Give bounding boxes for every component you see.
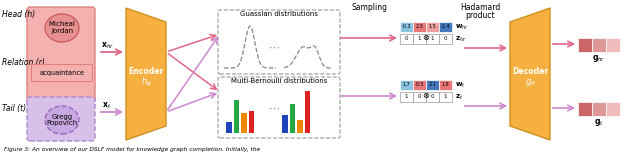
Text: acquaintance: acquaintance: [40, 70, 84, 76]
FancyBboxPatch shape: [27, 97, 95, 141]
Bar: [606, 102, 620, 116]
Text: 2.1: 2.1: [429, 83, 436, 88]
FancyBboxPatch shape: [218, 10, 340, 74]
Text: $\mathbf{z}_t$: $\mathbf{z}_t$: [455, 92, 463, 102]
Bar: [426, 92, 439, 102]
Bar: [439, 34, 452, 44]
Bar: [426, 34, 439, 44]
Text: -0.3: -0.3: [402, 24, 412, 29]
Bar: [426, 80, 439, 90]
Text: 0: 0: [444, 37, 447, 41]
Text: Multi-Bernoulli distributions: Multi-Bernoulli distributions: [231, 78, 327, 84]
Text: -0.5: -0.5: [415, 83, 424, 88]
Text: Figure 3: An overview of our DSLF model for knowledge graph completion. Initiall: Figure 3: An overview of our DSLF model …: [4, 147, 260, 152]
Bar: [297, 120, 303, 133]
Bar: [282, 115, 287, 133]
Text: Tail (t): Tail (t): [2, 103, 26, 112]
Polygon shape: [510, 8, 550, 140]
Text: Gregg
Popovich: Gregg Popovich: [46, 114, 77, 127]
Text: Hadamard: Hadamard: [460, 3, 500, 12]
Text: $\cdots$: $\cdots$: [268, 103, 280, 113]
FancyBboxPatch shape: [27, 7, 95, 103]
Text: 0: 0: [418, 95, 421, 100]
Text: $\otimes$: $\otimes$: [422, 91, 430, 100]
Bar: [606, 38, 620, 52]
Text: Sampling: Sampling: [352, 3, 388, 12]
Bar: [413, 34, 426, 44]
Bar: [439, 92, 452, 102]
Text: 1: 1: [431, 37, 435, 41]
Bar: [289, 104, 295, 133]
Text: Encoder: Encoder: [129, 68, 164, 76]
Text: $h_\phi$: $h_\phi$: [141, 76, 152, 89]
FancyBboxPatch shape: [218, 77, 340, 138]
Bar: [400, 80, 413, 90]
FancyBboxPatch shape: [31, 64, 93, 81]
Text: -1.4: -1.4: [441, 24, 451, 29]
Polygon shape: [126, 8, 166, 140]
Text: Head (h): Head (h): [2, 10, 35, 19]
Ellipse shape: [45, 14, 79, 42]
Text: $\mathbf{z}_{hr}$: $\mathbf{z}_{hr}$: [455, 34, 467, 44]
Bar: [426, 22, 439, 32]
Bar: [413, 80, 426, 90]
Text: Relation (r): Relation (r): [2, 58, 45, 66]
Text: 0: 0: [431, 95, 435, 100]
Text: $\mathbf{g}_{hr}$: $\mathbf{g}_{hr}$: [592, 53, 605, 63]
Bar: [413, 22, 426, 32]
Text: Decoder: Decoder: [512, 68, 548, 76]
Text: 1: 1: [418, 37, 421, 41]
Bar: [400, 34, 413, 44]
Text: 1.5: 1.5: [429, 24, 436, 29]
Text: $g_\theta$: $g_\theta$: [525, 76, 536, 88]
Bar: [578, 102, 592, 116]
Text: $\otimes$: $\otimes$: [422, 33, 430, 42]
Text: product: product: [465, 10, 495, 20]
Text: $\mathbf{x}_t$: $\mathbf{x}_t$: [102, 101, 111, 111]
Bar: [439, 22, 452, 32]
Text: 1.9: 1.9: [442, 83, 449, 88]
Bar: [400, 92, 413, 102]
Bar: [400, 22, 413, 32]
Text: 0: 0: [404, 37, 408, 41]
Text: $\cdots$: $\cdots$: [268, 42, 280, 52]
Text: $\mathbf{w}_t$: $\mathbf{w}_t$: [455, 80, 465, 90]
Text: 1: 1: [444, 95, 447, 100]
Text: 1: 1: [404, 95, 408, 100]
Text: 2.3: 2.3: [415, 24, 424, 29]
Bar: [248, 111, 254, 133]
Bar: [578, 38, 592, 52]
Text: $\mathbf{w}_{hr}$: $\mathbf{w}_{hr}$: [455, 22, 469, 32]
Bar: [592, 102, 606, 116]
Bar: [305, 91, 310, 133]
Bar: [413, 92, 426, 102]
Text: Micheal
Jordan: Micheal Jordan: [49, 22, 76, 34]
Text: $\mathbf{x}_{hr}$: $\mathbf{x}_{hr}$: [100, 41, 113, 51]
Bar: [592, 38, 606, 52]
Bar: [439, 80, 452, 90]
Ellipse shape: [45, 106, 79, 134]
Bar: [226, 122, 232, 133]
Text: $\mathbf{g}_t$: $\mathbf{g}_t$: [594, 117, 604, 127]
Text: 1.7: 1.7: [403, 83, 410, 88]
Bar: [234, 100, 239, 133]
Bar: [241, 113, 246, 133]
Text: Guassian distributions: Guassian distributions: [240, 11, 318, 17]
